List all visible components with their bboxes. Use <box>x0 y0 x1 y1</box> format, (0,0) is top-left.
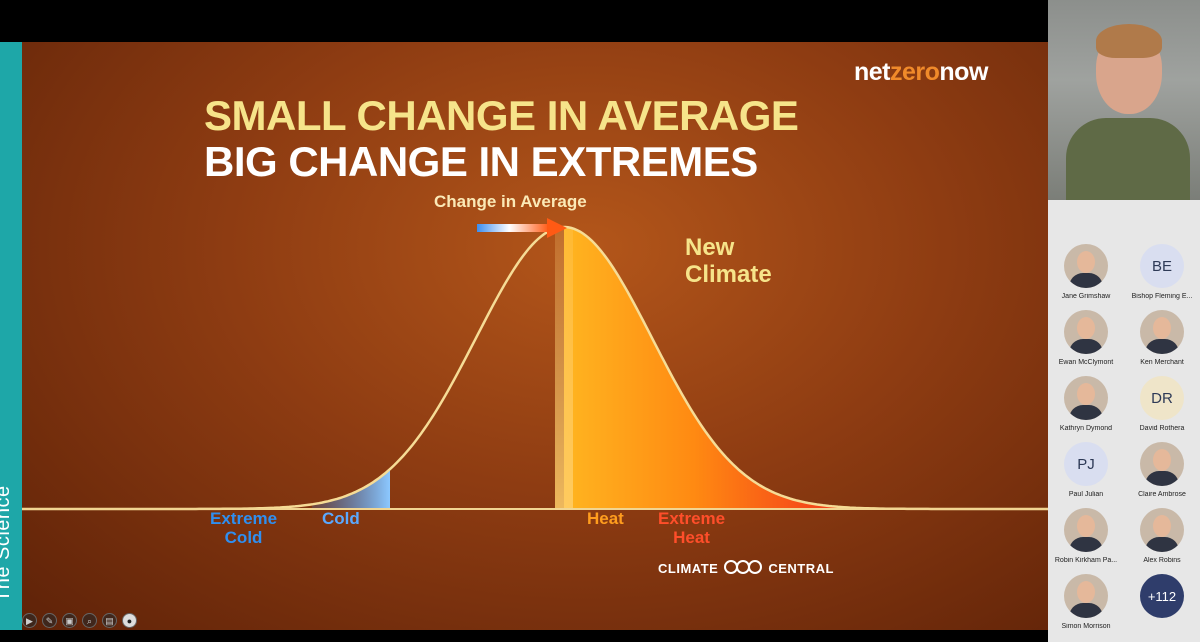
participant-initials: PJ <box>1064 442 1108 486</box>
participant-name: Paul Julian <box>1068 491 1104 498</box>
avatar <box>1140 310 1184 354</box>
heat-label: Heat <box>587 509 624 528</box>
speaker-body <box>1066 118 1190 200</box>
participant-name: Bishop Fleming E... <box>1131 293 1193 300</box>
camera-icon[interactable]: ● <box>122 612 137 628</box>
extreme-heat-label: Extreme Heat <box>658 509 726 547</box>
participant-name: Simon Morrison <box>1061 623 1111 630</box>
participant-name: Kathryn Dymond <box>1059 425 1113 432</box>
participant-name: David Rothera <box>1139 425 1185 432</box>
netzeronow-logo: netzeronow <box>854 58 988 86</box>
slide-title-line2: BIG CHANGE IN EXTREMES <box>204 138 758 185</box>
average-beam <box>555 227 573 509</box>
participant-initials: DR <box>1140 376 1184 420</box>
slides-icon[interactable]: ▣ <box>62 612 77 628</box>
participant-tile[interactable]: Robin Kirkham Pa... <box>1048 508 1124 564</box>
extreme-cold-label: Extreme Cold <box>210 509 278 547</box>
section-tab-label: The Science <box>0 485 14 602</box>
heat-region <box>564 227 852 509</box>
participant-initials: BE <box>1140 244 1184 288</box>
participant-name: Alex Robins <box>1143 557 1181 564</box>
change-arrow-head <box>547 218 567 238</box>
participant-name: Jane Grimshaw <box>1061 293 1111 300</box>
cold-region <box>312 469 390 509</box>
participant-tile[interactable]: Jane Grimshaw <box>1048 244 1124 300</box>
avatar <box>1064 508 1108 552</box>
climate-central-logo: CLIMATE CENTRAL <box>658 560 834 576</box>
participant-tile[interactable]: BE Bishop Fleming E... <box>1124 244 1200 300</box>
cold-label: Cold <box>322 509 360 528</box>
participants-panel: Jane Grimshaw BE Bishop Fleming E... Ewan M… <box>1048 0 1200 642</box>
presentation-stage: The Science <box>0 42 1048 642</box>
avatar <box>1064 244 1108 288</box>
participant-initials: +112 <box>1140 574 1184 618</box>
zoom-icon[interactable]: ⌕ <box>82 612 97 628</box>
participant-tile[interactable]: Kathryn Dymond <box>1048 376 1124 432</box>
more-participants-button[interactable]: +112 <box>1124 574 1200 618</box>
slide-title-line1: SMALL CHANGE IN AVERAGE <box>204 92 799 139</box>
participant-tile[interactable]: Ken Merchant <box>1124 310 1200 366</box>
avatar <box>1064 574 1108 618</box>
participant-name: Ewan McClymont <box>1058 359 1114 366</box>
avatar <box>1140 508 1184 552</box>
participant-tile[interactable]: Alex Robins <box>1124 508 1200 564</box>
participant-name: Robin Kirkham Pa... <box>1054 557 1118 564</box>
top-bar <box>0 0 1048 42</box>
participant-name: Ken Merchant <box>1140 359 1184 366</box>
climate-central-rings-icon <box>724 560 763 576</box>
participant-tile[interactable]: Ewan McClymont <box>1048 310 1124 366</box>
avatar <box>1064 310 1108 354</box>
avatar <box>1064 376 1108 420</box>
change-arrow-bar <box>477 224 549 232</box>
new-climate-label: New Climate <box>685 234 772 288</box>
slideshow-toolbar: ▶ ✎ ▣ ⌕ ▤ ● <box>22 610 137 630</box>
participant-tile[interactable]: Simon Morrison <box>1048 574 1124 630</box>
avatar <box>1140 442 1184 486</box>
participant-tile[interactable]: DR David Rothera <box>1124 376 1200 432</box>
speaker-video[interactable] <box>1048 0 1200 200</box>
participant-name: Claire Ambrose <box>1138 491 1186 498</box>
distribution-curve <box>22 225 1048 511</box>
section-tab[interactable]: The Science <box>0 42 22 630</box>
pen-icon[interactable]: ✎ <box>42 612 57 628</box>
participant-tile[interactable]: PJ Paul Julian <box>1048 442 1124 498</box>
play-icon[interactable]: ▶ <box>22 612 37 628</box>
distribution-chart <box>22 218 1048 511</box>
change-in-average-label: Change in Average <box>434 192 587 211</box>
slide: netzeronow SMALL CHANGE IN AVERAGE BIG C… <box>22 42 1048 630</box>
bottom-strip <box>0 630 1048 642</box>
participant-tile[interactable]: Claire Ambrose <box>1124 442 1200 498</box>
subtitles-icon[interactable]: ▤ <box>102 612 117 628</box>
speaker-hair <box>1096 24 1162 58</box>
